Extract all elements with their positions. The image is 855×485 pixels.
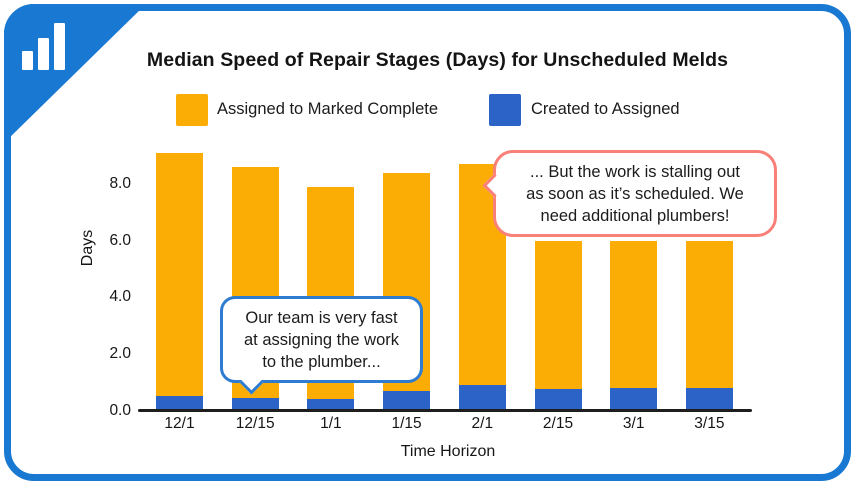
speech-bubble-fast-assignment: Our team is very fast at assigning the w… [220, 296, 423, 395]
speech-bubble-text: ... But the work is stalling out as soon… [526, 162, 744, 225]
card-background: Median Speed of Repair Stages (Days) for… [4, 4, 851, 481]
y-tick-label: 0.0 [109, 401, 131, 419]
bar-chart-icon-bar [22, 51, 33, 70]
segment-created-to-assigned [685, 387, 733, 411]
segment-assigned-to-marked-complete [156, 152, 203, 397]
x-tick-label: 2/15 [542, 415, 574, 432]
chart-title: Median Speed of Repair Stages (Days) for… [146, 49, 729, 71]
bar-stack-2-15 [534, 240, 582, 411]
segment-created-to-assigned [156, 396, 203, 411]
speech-bubble-stalling-work: ... But the work is stalling out as soon… [481, 150, 777, 237]
x-axis-line [138, 409, 752, 412]
bar-chart-icon-bar [38, 38, 49, 70]
x-tick-label: 1/15 [391, 415, 422, 432]
legend-label-assigned-to-complete: Assigned to Marked Complete [217, 100, 439, 118]
bar-chart-icon-bar [54, 23, 65, 70]
x-tick-label: 1/1 [320, 415, 342, 432]
x-tick-label: 12/1 [164, 415, 195, 432]
bar-stack-3-1 [610, 240, 658, 411]
segment-created-to-assigned [307, 399, 355, 411]
segment-created-to-assigned [610, 387, 658, 411]
segment-assigned-to-marked-complete [685, 240, 733, 388]
x-tick-label: 12/15 [235, 415, 275, 432]
legend-swatch-assigned-to-complete [176, 94, 208, 126]
segment-created-to-assigned [534, 389, 582, 411]
segment-assigned-to-marked-complete [534, 240, 582, 390]
x-tick-label: 3/1 [622, 415, 645, 432]
corner-banner [4, 4, 146, 143]
bar-stack-3-15 [685, 240, 733, 411]
segment-assigned-to-marked-complete [610, 240, 658, 388]
bar-stack-12-1 [156, 152, 203, 411]
x-tick-label: 3/15 [694, 415, 725, 432]
x-axis-title: Time Horizon [400, 443, 496, 460]
x-tick-label: 2/1 [471, 415, 494, 432]
segment-created-to-assigned [458, 385, 506, 411]
y-tick-label: 8.0 [109, 175, 131, 193]
segment-created-to-assigned [383, 390, 431, 411]
legend-label-created-to-assigned: Created to Assigned [531, 100, 680, 118]
segment-created-to-assigned [231, 397, 279, 411]
y-axis-title: Days [79, 229, 96, 267]
speech-bubble-text: Our team is very fast at assigning the w… [243, 308, 399, 371]
y-tick-label: 4.0 [109, 288, 131, 306]
legend-swatch-created-to-assigned [489, 94, 521, 126]
y-tick-label: 6.0 [109, 231, 131, 249]
y-tick-label: 2.0 [109, 344, 131, 362]
